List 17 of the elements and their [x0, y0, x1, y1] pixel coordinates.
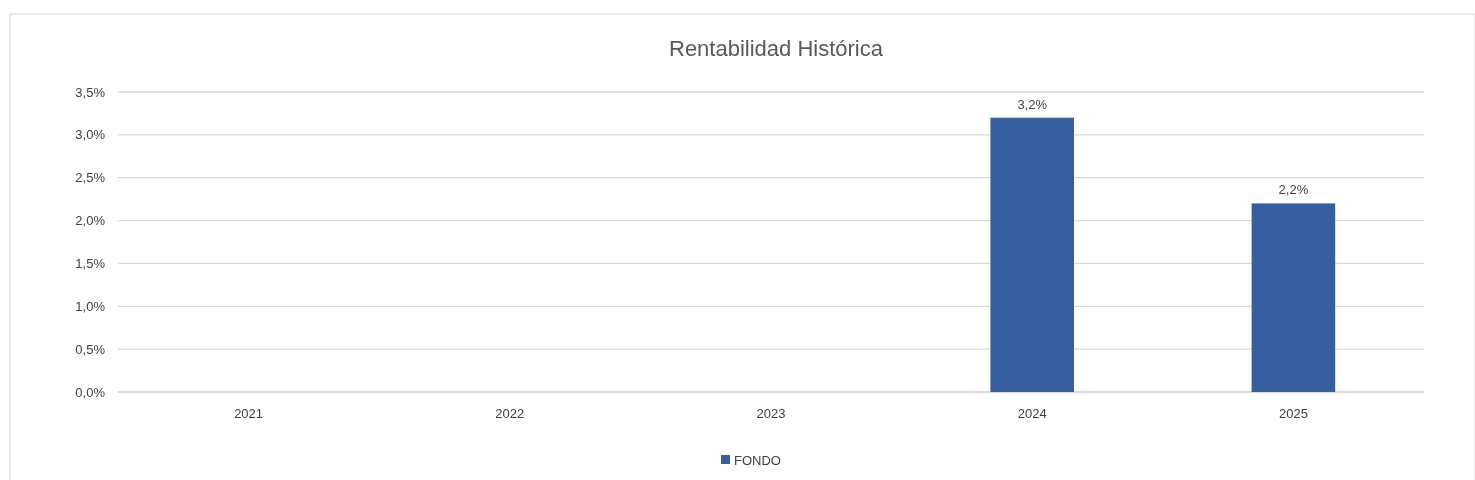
x-tick-label: 2023 — [756, 406, 786, 421]
x-tick-label: 2021 — [234, 406, 264, 421]
legend-label: FONDO — [734, 452, 781, 468]
y-tick-label: 2,0% — [75, 213, 106, 229]
y-tick-label: 3,5% — [75, 84, 106, 100]
y-tick-label: 0,5% — [75, 341, 106, 357]
x-tick-label: 2025 — [1278, 406, 1308, 421]
y-tick-label: 2,5% — [75, 170, 106, 186]
x-tick-label: 2024 — [1017, 406, 1047, 421]
y-tick-label: 3,0% — [75, 127, 106, 143]
data-label: 3,2% — [1017, 96, 1048, 112]
y-tick-label: 0,0% — [75, 384, 106, 400]
chart-title: Rentabilidad Histórica — [669, 36, 884, 61]
x-tick-label: 2022 — [495, 406, 525, 421]
y-tick-label: 1,5% — [75, 255, 106, 271]
y-tick-label: 1,0% — [75, 298, 106, 314]
data-label: 2,2% — [1278, 182, 1309, 198]
